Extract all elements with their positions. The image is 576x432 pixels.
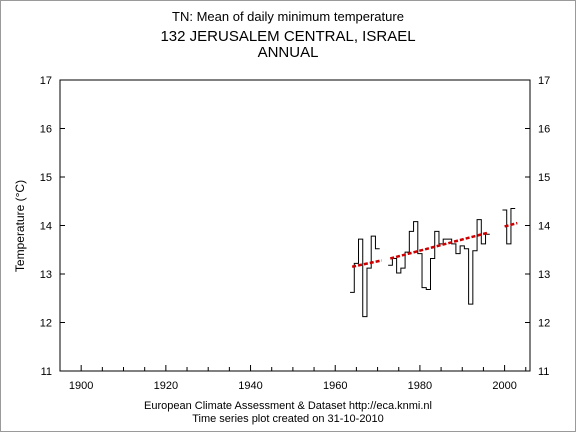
footer-created: Time series plot created on 31-10-2010 bbox=[192, 413, 384, 425]
y-tick-label-right: 17 bbox=[538, 75, 550, 87]
x-tick-label: 1980 bbox=[408, 380, 432, 392]
y-tick-label-right: 14 bbox=[538, 221, 550, 233]
y-tick-label-left: 14 bbox=[40, 221, 52, 233]
x-tick-label: 1900 bbox=[69, 380, 93, 392]
chart-period: ANNUAL bbox=[257, 44, 319, 61]
x-tick-label: 1960 bbox=[323, 380, 347, 392]
series-trend-line bbox=[504, 221, 518, 228]
plot-area bbox=[59, 79, 531, 372]
y-tick-label-right: 13 bbox=[538, 269, 550, 281]
x-tick-label: 2000 bbox=[492, 380, 516, 392]
y-tick-label-right: 12 bbox=[538, 318, 550, 330]
y-tick-label-left: 12 bbox=[40, 318, 52, 330]
chart-subtitle: TN: Mean of daily minimum temperature bbox=[172, 9, 404, 24]
series-trend-line bbox=[351, 259, 383, 268]
y-tick-label-left: 16 bbox=[40, 124, 52, 136]
y-tick-label-left: 17 bbox=[40, 75, 52, 87]
series-annual-steps bbox=[388, 219, 490, 305]
y-tick-label-left: 15 bbox=[40, 172, 52, 184]
chart-title: 132 JERUSALEM CENTRAL, ISRAEL bbox=[160, 28, 416, 45]
series-annual-steps bbox=[502, 208, 516, 245]
y-tick-label-left: 13 bbox=[40, 269, 52, 281]
y-tick-label-right: 11 bbox=[538, 366, 549, 378]
footer-source: European Climate Assessment & Dataset ht… bbox=[144, 400, 432, 412]
y-tick-label-right: 16 bbox=[538, 124, 550, 136]
y-tick-label-right: 15 bbox=[538, 172, 550, 184]
x-tick-label: 1940 bbox=[238, 380, 262, 392]
x-tick-label: 1920 bbox=[154, 380, 178, 392]
series-annual-steps bbox=[350, 235, 380, 318]
y-tick-label-left: 11 bbox=[41, 366, 52, 378]
series-trend-line bbox=[389, 231, 488, 260]
